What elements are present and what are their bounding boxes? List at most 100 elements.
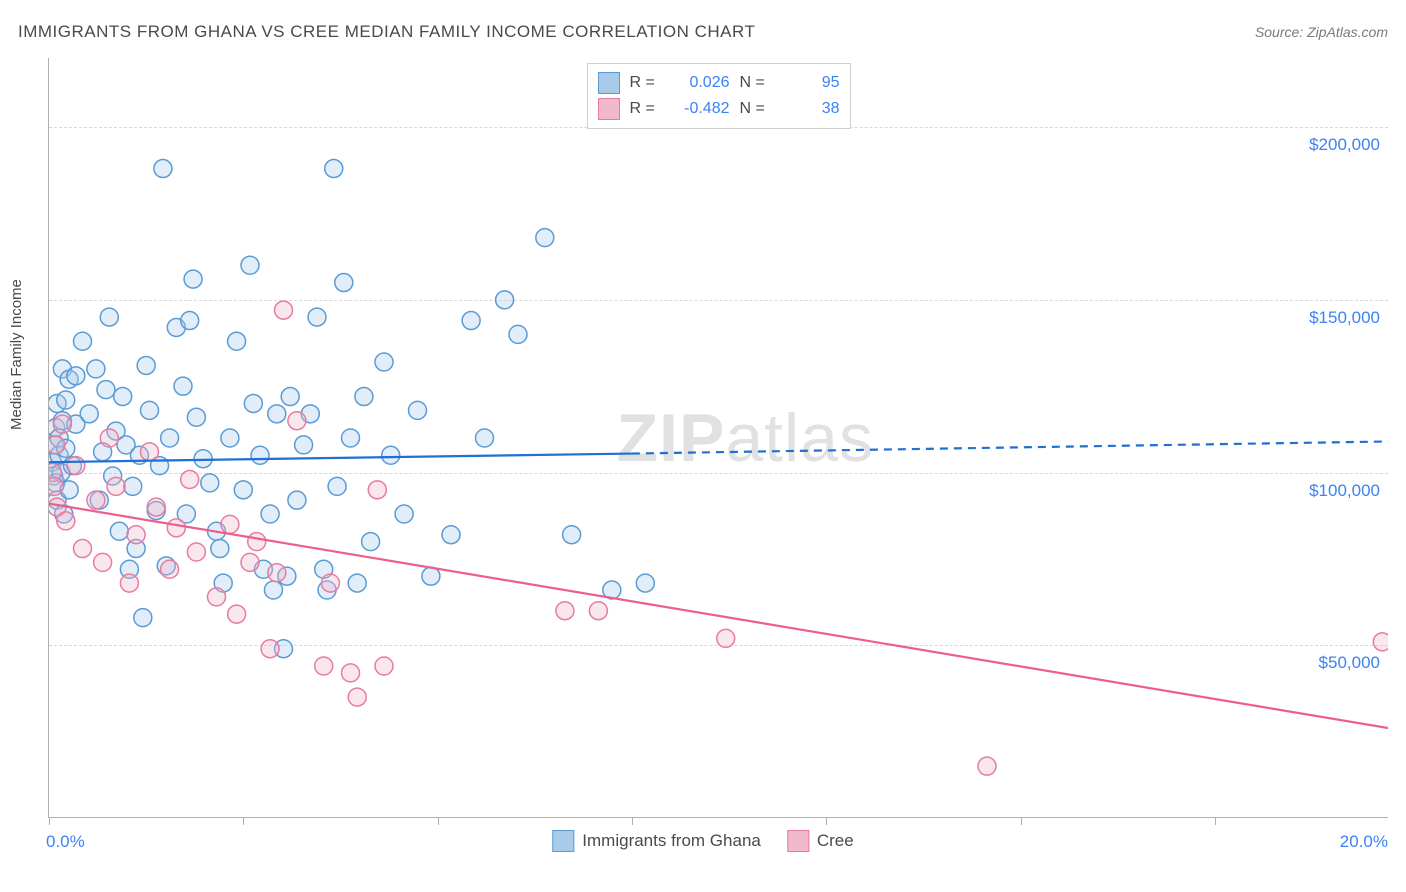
scatter-point <box>563 526 581 544</box>
scatter-point <box>536 229 554 247</box>
scatter-point <box>308 308 326 326</box>
scatter-point <box>325 160 343 178</box>
scatter-point <box>1373 633 1388 651</box>
scatter-point <box>342 664 360 682</box>
scatter-point <box>375 353 393 371</box>
legend-row-cree: R = -0.482 N = 38 <box>598 96 840 122</box>
scatter-point <box>978 757 996 775</box>
legend-item-ghana: Immigrants from Ghana <box>552 830 761 852</box>
scatter-point <box>67 457 85 475</box>
scatter-point <box>409 401 427 419</box>
scatter-point <box>181 470 199 488</box>
source-link[interactable]: ZipAtlas.com <box>1307 24 1388 40</box>
scatter-point <box>154 160 172 178</box>
scatter-point <box>362 533 380 551</box>
scatter-point <box>342 429 360 447</box>
scatter-point <box>328 477 346 495</box>
xtick <box>826 817 827 825</box>
scatter-point <box>107 477 125 495</box>
scatter-point <box>442 526 460 544</box>
scatter-point <box>509 325 527 343</box>
swatch-ghana <box>598 72 620 94</box>
scatter-point <box>127 526 145 544</box>
scatter-point <box>221 429 239 447</box>
scatter-point <box>248 533 266 551</box>
x-max-label: 20.0% <box>1340 832 1388 852</box>
n-label: N = <box>740 74 774 92</box>
scatter-point <box>275 301 293 319</box>
scatter-point <box>261 505 279 523</box>
legend-item-cree: Cree <box>787 830 854 852</box>
scatter-point <box>288 412 306 430</box>
x-min-label: 0.0% <box>46 832 85 852</box>
scatter-point <box>375 657 393 675</box>
scatter-point <box>67 367 85 385</box>
xtick <box>1215 817 1216 825</box>
n-value-ghana: 95 <box>784 74 840 92</box>
scatter-point <box>74 332 92 350</box>
scatter-point <box>161 560 179 578</box>
scatter-point <box>137 356 155 374</box>
r-value-ghana: 0.026 <box>674 74 730 92</box>
scatter-point <box>114 388 132 406</box>
trend-line-dashed <box>632 441 1388 453</box>
scatter-point <box>57 391 75 409</box>
xtick <box>243 817 244 825</box>
r-value-cree: -0.482 <box>674 100 730 118</box>
scatter-point <box>241 553 259 571</box>
scatter-point <box>288 491 306 509</box>
xtick <box>632 817 633 825</box>
scatter-point <box>181 312 199 330</box>
scatter-point <box>335 274 353 292</box>
scatter-point <box>244 394 262 412</box>
scatter-point <box>120 574 138 592</box>
scatter-point <box>264 581 282 599</box>
scatter-point <box>241 256 259 274</box>
scatter-point <box>717 629 735 647</box>
scatter-point <box>49 477 63 495</box>
scatter-point <box>187 543 205 561</box>
legend-row-ghana: R = 0.026 N = 95 <box>598 70 840 96</box>
r-label: R = <box>630 74 664 92</box>
legend-label-ghana: Immigrants from Ghana <box>582 831 761 851</box>
scatter-point <box>321 574 339 592</box>
scatter-point <box>476 429 494 447</box>
scatter-point <box>110 522 128 540</box>
scatter-point <box>636 574 654 592</box>
scatter-point <box>228 605 246 623</box>
n-value-cree: 38 <box>784 100 840 118</box>
xtick <box>438 817 439 825</box>
scatter-point <box>355 388 373 406</box>
xtick <box>1021 817 1022 825</box>
scatter-point <box>281 388 299 406</box>
scatter-point <box>348 688 366 706</box>
scatter-point <box>348 574 366 592</box>
title-bar: IMMIGRANTS FROM GHANA VS CREE MEDIAN FAM… <box>18 22 1388 42</box>
scatter-point <box>87 360 105 378</box>
scatter-point <box>462 312 480 330</box>
swatch-cree <box>598 98 620 120</box>
scatter-point <box>589 602 607 620</box>
scatter-point <box>496 291 514 309</box>
scatter-point <box>87 491 105 509</box>
y-axis-label: Median Family Income <box>8 279 25 430</box>
source-label: Source: <box>1255 24 1303 40</box>
plot-area: ZIPatlas R = 0.026 N = 95 R = -0.482 N =… <box>48 58 1388 818</box>
scatter-point <box>382 446 400 464</box>
n-label: N = <box>740 100 774 118</box>
scatter-point <box>368 481 386 499</box>
scatter-point <box>94 553 112 571</box>
scatter-point <box>141 401 159 419</box>
scatter-point <box>295 436 313 454</box>
scatter-point <box>395 505 413 523</box>
scatter-point <box>261 640 279 658</box>
chart-title: IMMIGRANTS FROM GHANA VS CREE MEDIAN FAM… <box>18 22 755 42</box>
source-attribution: Source: ZipAtlas.com <box>1255 24 1388 40</box>
scatter-svg <box>49 58 1388 817</box>
trend-line <box>49 504 1388 729</box>
scatter-point <box>167 519 185 537</box>
scatter-point <box>147 498 165 516</box>
scatter-point <box>124 477 142 495</box>
scatter-point <box>315 657 333 675</box>
scatter-point <box>228 332 246 350</box>
